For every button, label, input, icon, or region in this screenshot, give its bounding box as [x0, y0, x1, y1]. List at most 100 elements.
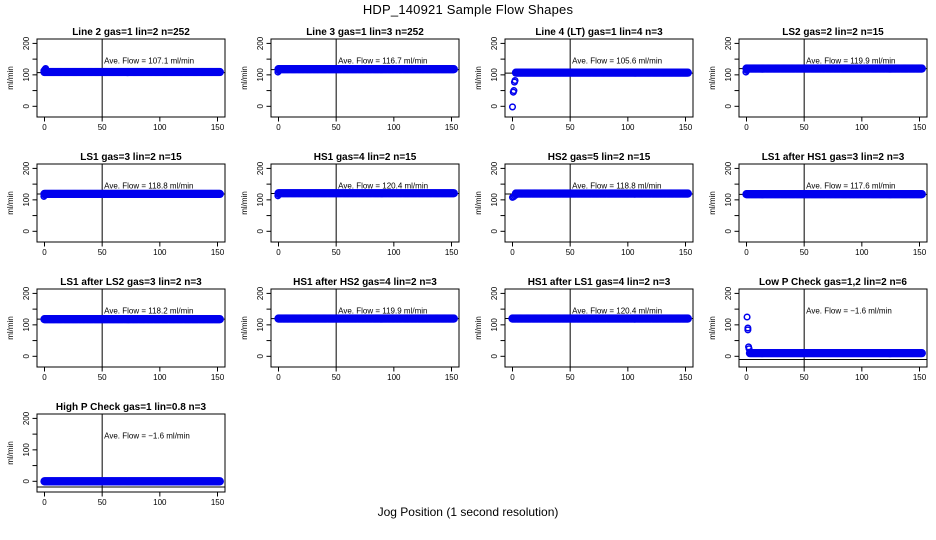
- plot-box: [36, 38, 226, 118]
- x-tick-label: 50: [332, 373, 341, 382]
- data-point: [683, 314, 692, 323]
- data-point: [449, 189, 458, 198]
- plot-title: Line 4 (LT) gas=1 lin=4 n=3: [535, 27, 663, 38]
- average-flow-annotation: Ave. Flow = 119.9 ml/min: [338, 307, 427, 316]
- y-axis-unit-label: ml/min: [6, 66, 15, 90]
- plot-box: [36, 163, 226, 243]
- data-point: [917, 349, 926, 358]
- subplot-cell: HS1 after LS1 gas=4 lin=2 n=3 0 50 100 150 0 1…: [468, 272, 702, 397]
- y-axis-unit-label: ml/min: [708, 316, 717, 340]
- plot-box: [738, 288, 928, 368]
- x-tick-label: 100: [387, 123, 401, 132]
- x-tick-label: 100: [621, 373, 635, 382]
- subplot-8: LS1 after HS1 gas=3 lin=2 n=3 0 50 100 150 0 1…: [708, 152, 928, 257]
- x-tick-label: 100: [387, 248, 401, 257]
- x-tick-label: 0: [276, 248, 281, 257]
- y-axis-unit-label: ml/min: [240, 316, 249, 340]
- plot-title: HS1 gas=4 lin=2 n=15: [314, 152, 417, 163]
- average-flow-annotation: Ave. Flow = 120.4 ml/min: [572, 307, 662, 316]
- subplot-cell: HS2 gas=5 lin=2 n=15 0 50 100 150 0 100 200 ml/m…: [468, 147, 702, 272]
- average-flow-annotation: Ave. Flow = 119.9 ml/min: [806, 57, 895, 66]
- x-tick-label: 50: [98, 373, 107, 382]
- plot-box: [36, 413, 226, 493]
- y-tick-label: 100: [256, 68, 265, 82]
- data-series: [742, 64, 926, 76]
- data-series: [40, 315, 224, 324]
- x-tick-label: 150: [679, 373, 693, 382]
- y-tick-label: 100: [724, 193, 733, 207]
- x-tick-label: 50: [566, 248, 575, 257]
- x-tick-label: 50: [98, 123, 107, 132]
- subplot-cell: High P Check gas=1 lin=0.8 n=3 0 50 100 150 0…: [0, 397, 234, 522]
- y-tick-label: 100: [724, 68, 733, 82]
- x-tick-label: 150: [679, 123, 693, 132]
- subplot-cell: HS1 after HS2 gas=4 lin=2 n=3 0 50 100 150 0 1…: [234, 272, 468, 397]
- subplot-10: HS1 after HS2 gas=4 lin=2 n=3 0 50 100 150 0 1…: [240, 277, 460, 382]
- plot-title: Line 2 gas=1 lin=2 n=252: [72, 27, 190, 38]
- data-point: [683, 68, 692, 77]
- subplot-9: LS1 after LS2 gas=3 lin=2 n=3 0 50 100 150 0 1…: [6, 277, 226, 382]
- x-tick-label: 0: [510, 373, 515, 382]
- y-tick-label: 0: [22, 354, 31, 359]
- plot-box: [270, 163, 460, 243]
- subplot-cell: HS1 gas=4 lin=2 n=15 0 50 100 150 0 100 200 ml/m…: [234, 147, 468, 272]
- y-axis-unit-label: ml/min: [240, 191, 249, 215]
- data-point: [510, 87, 518, 95]
- y-tick-label: 0: [724, 229, 733, 234]
- x-tick-label: 100: [855, 123, 869, 132]
- y-tick-label: 100: [490, 193, 499, 207]
- x-axis-label: Jog Position (1 second resolution): [377, 505, 559, 519]
- plot-box: [738, 38, 928, 118]
- x-tick-label: 50: [332, 248, 341, 257]
- average-flow-annotation: Ave. Flow = 118.8 ml/min: [572, 182, 661, 191]
- x-tick-label: 0: [276, 373, 281, 382]
- y-tick-label: 200: [22, 36, 31, 50]
- data-point: [449, 314, 458, 323]
- average-flow-annotation: Ave. Flow = 107.1 ml/min: [104, 57, 194, 66]
- data-point: [683, 189, 692, 198]
- plot-title: HS2 gas=5 lin=2 n=15: [548, 152, 651, 163]
- plot-title: HS1 after LS1 gas=4 lin=2 n=3: [528, 277, 671, 288]
- y-axis-unit-label: ml/min: [708, 66, 717, 90]
- x-tick-label: 0: [510, 123, 515, 132]
- subplot-7: HS2 gas=5 lin=2 n=15 0 50 100 150 0 100 200 ml/m…: [474, 152, 694, 257]
- x-tick-label: 100: [153, 123, 167, 132]
- y-tick-label: 0: [256, 354, 265, 359]
- subplot-cell: LS2 gas=2 lin=2 n=15 0 50 100 150 0 100 200 ml/m…: [702, 22, 936, 147]
- y-tick-label: 0: [256, 104, 265, 109]
- x-tick-label: 150: [913, 373, 927, 382]
- y-tick-label: 0: [22, 479, 31, 484]
- x-tick-label: 50: [566, 373, 575, 382]
- y-tick-label: 100: [256, 193, 265, 207]
- data-series: [743, 313, 926, 358]
- subplot-cell: LS1 after LS2 gas=3 lin=2 n=3 0 50 100 150 0 1…: [0, 272, 234, 397]
- x-tick-label: 0: [42, 248, 47, 257]
- x-tick-label: 50: [800, 373, 809, 382]
- plot-box: [36, 288, 226, 368]
- x-tick-label: 0: [744, 373, 749, 382]
- y-tick-label: 100: [22, 193, 31, 207]
- x-tick-label: 50: [332, 123, 341, 132]
- subplot-6: HS1 gas=4 lin=2 n=15 0 50 100 150 0 100 200 ml/m…: [240, 152, 460, 257]
- subplot-11: HS1 after LS1 gas=4 lin=2 n=3 0 50 100 150 0 1…: [474, 277, 694, 382]
- x-tick-label: 150: [445, 248, 459, 257]
- average-flow-annotation: Ave. Flow = −1.6 ml/min: [806, 307, 892, 316]
- y-tick-label: 200: [724, 161, 733, 175]
- x-tick-label: 0: [510, 248, 515, 257]
- average-flow-annotation: Ave. Flow = −1.6 ml/min: [104, 432, 190, 441]
- data-point: [743, 313, 751, 321]
- x-tick-label: 150: [445, 123, 459, 132]
- subplot-3: Line 4 (LT) gas=1 lin=4 n=3 0 50 100 150 0 100…: [474, 27, 694, 132]
- x-tick-label: 150: [679, 248, 693, 257]
- y-tick-label: 0: [256, 229, 265, 234]
- average-flow-annotation: Ave. Flow = 118.2 ml/min: [104, 307, 193, 316]
- plot-grid: Line 2 gas=1 lin=2 n=252 0 50 100 150 0 100 200…: [0, 22, 936, 522]
- y-tick-label: 200: [490, 161, 499, 175]
- x-tick-label: 50: [566, 123, 575, 132]
- y-tick-label: 0: [490, 104, 499, 109]
- subplot-cell: LS1 gas=3 lin=2 n=15 0 50 100 150 0 100 200 ml/m…: [0, 147, 234, 272]
- x-tick-label: 150: [211, 498, 225, 507]
- y-tick-label: 100: [490, 318, 499, 332]
- data-series: [508, 314, 692, 323]
